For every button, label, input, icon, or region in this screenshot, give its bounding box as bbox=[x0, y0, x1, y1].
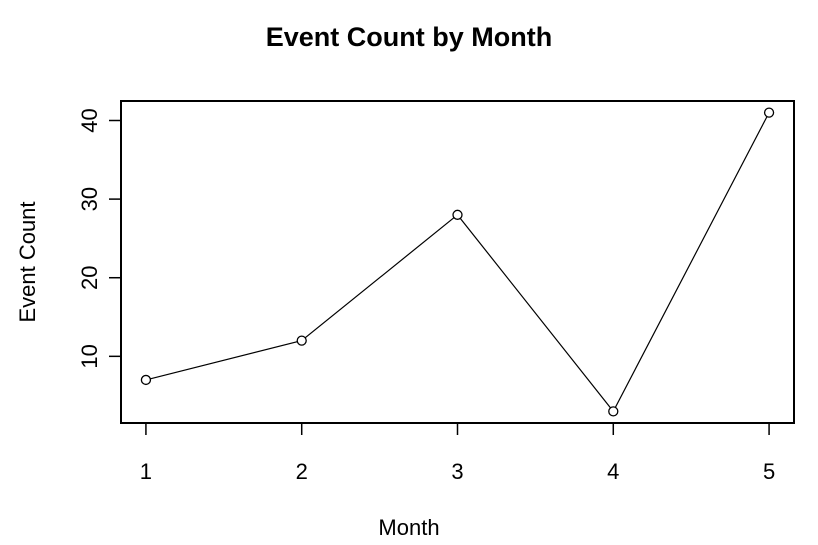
y-axis: 10 20 30 40 bbox=[77, 108, 122, 369]
series-group bbox=[140, 107, 775, 417]
data-point bbox=[608, 406, 619, 417]
x-axis: 1 2 3 4 5 bbox=[140, 422, 775, 484]
data-point bbox=[452, 209, 463, 220]
x-tick-label: 5 bbox=[763, 459, 775, 484]
x-tick-label: 1 bbox=[140, 459, 152, 484]
data-point bbox=[763, 107, 775, 118]
x-axis-label: Month bbox=[378, 515, 440, 540]
x-tick-label: 4 bbox=[607, 459, 619, 484]
y-tick-label: 10 bbox=[77, 344, 102, 368]
data-point bbox=[296, 335, 307, 346]
data-point bbox=[140, 374, 152, 386]
y-tick-label: 40 bbox=[77, 108, 102, 132]
x-tick-label: 3 bbox=[451, 459, 463, 484]
plot-frame bbox=[120, 100, 795, 424]
x-tick-label: 2 bbox=[296, 459, 308, 484]
y-tick-label: 30 bbox=[77, 187, 102, 211]
chart-title: Event Count by Month bbox=[265, 22, 553, 52]
y-tick-label: 20 bbox=[77, 265, 102, 289]
series-line bbox=[145, 112, 770, 413]
